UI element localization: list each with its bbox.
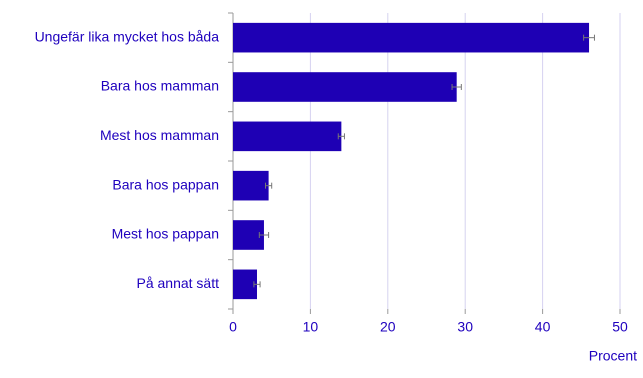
bar xyxy=(233,220,264,250)
y-tick-label: Ungefär lika mycket hos båda xyxy=(35,28,220,44)
x-tick-label: 10 xyxy=(303,319,319,335)
y-tick-label: Mest hos mamman xyxy=(100,127,219,143)
error-bar xyxy=(253,281,261,288)
x-tick-label: 30 xyxy=(457,319,473,335)
bar xyxy=(233,22,590,53)
error-bar xyxy=(265,182,273,189)
bar xyxy=(233,121,342,152)
error-bar xyxy=(258,232,270,238)
x-tick-label: 50 xyxy=(612,319,628,335)
y-tick-label: Bara hos mamman xyxy=(101,78,219,94)
bar xyxy=(233,269,257,300)
x-tick-label: 0 xyxy=(229,319,237,335)
error-bar xyxy=(337,133,345,140)
bar xyxy=(233,72,457,102)
y-tick-label: På annat sätt xyxy=(136,275,219,291)
y-tick-label: Mest hos pappan xyxy=(112,226,219,242)
error-bar xyxy=(583,34,595,41)
y-tick-label: Bara hos pappan xyxy=(112,176,219,192)
x-tick-label: 20 xyxy=(380,319,396,335)
error-bar xyxy=(451,84,462,90)
x-tick-label: 40 xyxy=(535,319,551,335)
bar xyxy=(233,170,269,201)
x-axis-label: Procent xyxy=(589,348,637,364)
